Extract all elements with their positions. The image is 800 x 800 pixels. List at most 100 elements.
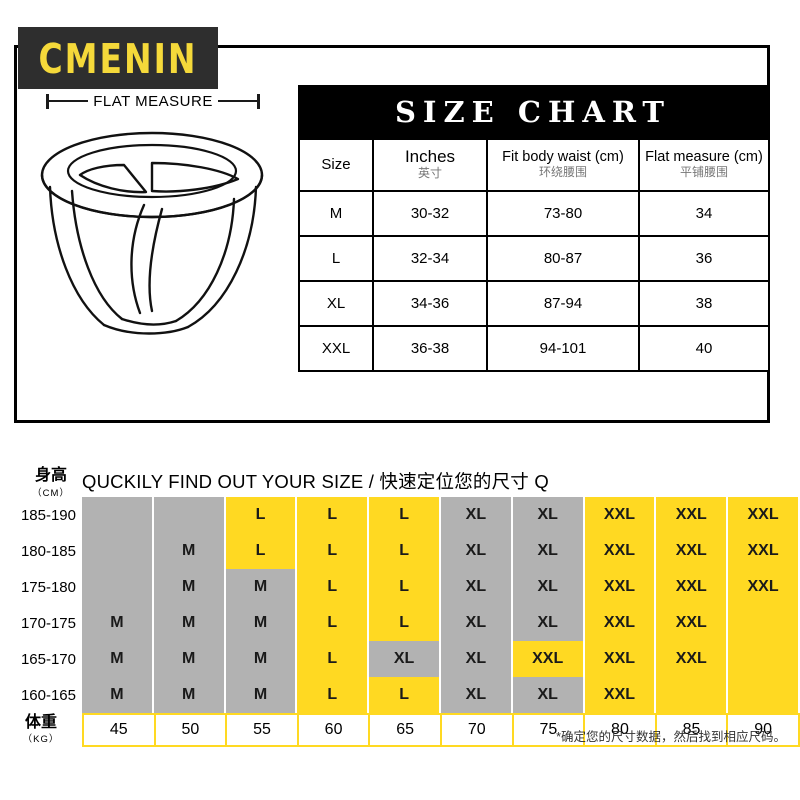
size-cell[interactable]: L xyxy=(297,677,368,713)
grid-row: 170-175 M M M L L XL XL XXL XXL xyxy=(0,605,800,641)
size-cell[interactable]: XXL xyxy=(728,569,798,605)
size-cell[interactable]: L xyxy=(225,497,296,533)
height-range-label: 185-190 xyxy=(0,497,82,533)
size-cell[interactable]: XXL xyxy=(656,533,727,569)
grid-row-cells: M M M L L XL XL XXL XXL xyxy=(82,605,800,641)
size-cell[interactable]: M xyxy=(225,605,296,641)
height-range-label: 170-175 xyxy=(0,605,82,641)
size-cell[interactable]: XXL xyxy=(656,605,727,641)
size-cell[interactable]: XXL xyxy=(584,569,655,605)
size-cell: M xyxy=(298,190,374,237)
size-cell[interactable]: XL xyxy=(440,605,511,641)
size-cell[interactable]: XL xyxy=(369,641,439,677)
weight-value-cell[interactable]: 55 xyxy=(227,715,299,745)
size-cell[interactable]: XL xyxy=(512,605,583,641)
column-header-inches: Inches 英寸 xyxy=(372,138,488,192)
flat-measure-cell: 34 xyxy=(638,190,770,237)
size-cell[interactable]: XXL xyxy=(728,533,798,569)
size-cell[interactable]: M xyxy=(153,569,224,605)
weight-value-cell[interactable]: 85 xyxy=(656,715,729,745)
size-cell[interactable]: L xyxy=(297,569,368,605)
size-cell[interactable]: M xyxy=(153,677,224,713)
weight-value-cell[interactable]: 75 xyxy=(513,715,586,745)
weight-value-cell[interactable]: 80 xyxy=(585,715,657,745)
table-header-row: Size Inches 英寸 Fit body waist (cm) 环绕腰围 … xyxy=(298,138,770,192)
grid-row: 165-170 M M M L XL XL XXL XXL XXL xyxy=(0,641,800,677)
size-cell[interactable] xyxy=(153,497,224,533)
size-cell[interactable]: L xyxy=(297,641,368,677)
weight-value-cell[interactable]: 50 xyxy=(155,715,228,745)
size-cell[interactable] xyxy=(82,533,152,569)
size-cell[interactable] xyxy=(656,677,727,713)
inches-cell: 34-36 xyxy=(372,280,488,327)
size-cell[interactable]: M xyxy=(153,605,224,641)
size-cell[interactable] xyxy=(728,605,798,641)
size-chart-header: Size Inches 英寸 Fit body waist (cm) 环绕腰围 … xyxy=(298,138,770,192)
size-finder-section: 身高 （CM） QUCKILY FIND OUT YOUR SIZE / 快速定… xyxy=(0,467,800,499)
size-cell[interactable]: L xyxy=(297,605,368,641)
size-cell[interactable]: XL xyxy=(440,641,511,677)
size-cell[interactable]: XL xyxy=(512,533,583,569)
size-cell[interactable]: L xyxy=(369,605,439,641)
size-cell[interactable]: XXL xyxy=(584,533,655,569)
weight-value-cell[interactable]: 90 xyxy=(728,715,798,745)
size-cell[interactable]: XXL xyxy=(656,569,727,605)
weight-axis-cn: 体重 xyxy=(24,713,57,731)
size-cell[interactable] xyxy=(728,641,798,677)
weight-value-cell[interactable]: 45 xyxy=(84,715,156,745)
weight-value-cell[interactable]: 65 xyxy=(370,715,442,745)
size-cell[interactable]: XXL xyxy=(584,497,655,533)
dimension-cap-left xyxy=(46,93,49,109)
flat-measure-cell: 38 xyxy=(638,280,770,327)
size-cell: XL xyxy=(298,280,374,327)
fit-body-waist-cell: 80-87 xyxy=(486,235,640,282)
size-chart-body: M 30-32 73-80 34 L 32-34 80-87 36 XL 34-36 87-94 38… xyxy=(298,190,770,372)
size-cell[interactable]: M xyxy=(82,677,152,713)
size-cell[interactable]: XXL xyxy=(728,497,798,533)
size-cell[interactable]: XXL xyxy=(584,641,655,677)
size-cell[interactable]: XXL xyxy=(584,605,655,641)
size-cell[interactable] xyxy=(82,497,152,533)
size-cell[interactable]: L xyxy=(297,533,368,569)
size-cell[interactable]: M xyxy=(225,569,296,605)
size-cell[interactable]: XL xyxy=(440,497,511,533)
size-cell[interactable]: L xyxy=(369,533,439,569)
size-finder-heading: QUCKILY FIND OUT YOUR SIZE / 快速定位您的尺寸 Q xyxy=(82,468,800,498)
size-cell[interactable]: L xyxy=(369,677,439,713)
size-cell[interactable]: M xyxy=(225,677,296,713)
size-cell[interactable]: XL xyxy=(440,533,511,569)
table-row: XXL 36-38 94-101 40 xyxy=(298,325,770,372)
flat-measure-label: FLAT MEASURE xyxy=(93,92,213,110)
size-cell[interactable]: M xyxy=(153,533,224,569)
column-header-size: Size xyxy=(298,138,374,192)
size-cell[interactable]: M xyxy=(82,605,152,641)
weight-value-cell[interactable]: 60 xyxy=(298,715,371,745)
weight-axis-label: 体重 （KG） xyxy=(0,713,82,747)
size-cell[interactable]: M xyxy=(153,641,224,677)
size-cell[interactable]: XL xyxy=(440,677,511,713)
size-cell[interactable]: XL xyxy=(512,677,583,713)
size-finder-title: QUCKILY FIND OUT YOUR SIZE / 快速定位您的尺寸 Q xyxy=(82,471,549,492)
size-cell[interactable]: L xyxy=(369,497,439,533)
size-cell[interactable] xyxy=(82,569,152,605)
size-cell[interactable]: XXL xyxy=(656,497,727,533)
grid-row-cells: M M M L L XL XL XXL xyxy=(82,677,800,713)
dimension-line-left xyxy=(49,100,89,102)
size-cell[interactable]: XL xyxy=(440,569,511,605)
size-cell[interactable]: M xyxy=(225,641,296,677)
column-header-fit-body-waist: Fit body waist (cm) 环绕腰围 xyxy=(486,138,640,192)
size-cell[interactable]: XL xyxy=(512,497,583,533)
size-cell[interactable]: XXL xyxy=(512,641,583,677)
size-cell[interactable]: XXL xyxy=(656,641,727,677)
size-cell[interactable]: L xyxy=(297,497,368,533)
size-cell[interactable] xyxy=(728,677,798,713)
grid-row: 185-190 L L L XL XL XXL XXL XXL xyxy=(0,497,800,533)
size-cell[interactable]: L xyxy=(225,533,296,569)
size-cell[interactable]: M xyxy=(82,641,152,677)
size-cell[interactable]: L xyxy=(369,569,439,605)
weight-value-cell[interactable]: 70 xyxy=(441,715,514,745)
size-cell[interactable]: XXL xyxy=(584,677,655,713)
weight-axis-row: 体重 （KG） 45 50 55 60 65 70 75 80 85 90 xyxy=(0,713,800,747)
flat-measure-diagram: FLAT MEASURE xyxy=(20,55,282,355)
size-cell[interactable]: XL xyxy=(512,569,583,605)
